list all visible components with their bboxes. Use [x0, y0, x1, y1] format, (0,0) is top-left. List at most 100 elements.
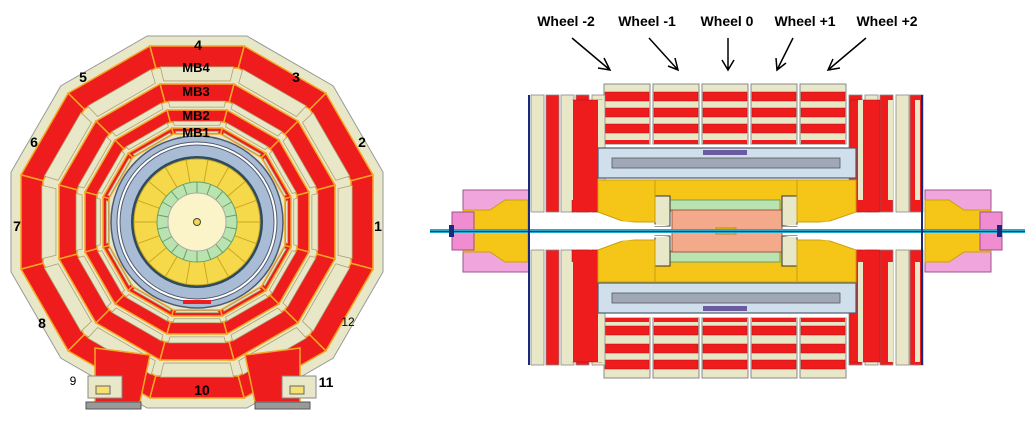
sector-label-4: 4 — [194, 37, 202, 53]
barrel-yoke-layer — [653, 123, 699, 134]
muon-chamber — [311, 192, 319, 252]
muon-chamber — [172, 318, 222, 324]
yoke-segment — [20, 173, 44, 271]
yoke-segment — [269, 247, 311, 306]
muon-chamber — [167, 100, 227, 108]
muon-chamber — [282, 255, 317, 308]
muon-chamber — [285, 200, 289, 244]
sector-label-8: 8 — [38, 315, 46, 331]
muon-chamber — [222, 132, 262, 157]
muon-chamber — [268, 250, 297, 294]
muon-chamber — [293, 197, 299, 247]
yoke-segment — [58, 184, 78, 260]
muon-chamber — [132, 132, 172, 157]
muon-chamber — [238, 68, 307, 117]
muon-chamber — [302, 112, 351, 181]
arrow-wheel-minus2 — [571, 37, 612, 71]
barrel-yoke-layer — [751, 343, 797, 354]
yoke-segment — [84, 191, 98, 253]
sector-label-5: 5 — [79, 69, 87, 85]
arrow-wheel-0 — [721, 38, 735, 72]
yoke-segment — [166, 321, 228, 335]
muon-chamber — [107, 157, 132, 197]
barrel-yoke-layer — [702, 123, 748, 134]
yoke-segment — [308, 262, 375, 353]
hcal-sectors — [134, 159, 260, 285]
muon-chamber — [107, 247, 132, 287]
barrel-yoke-layer — [800, 325, 846, 336]
muon-chamber — [175, 130, 219, 134]
barrel-yoke-layer — [751, 91, 797, 102]
muon-chamber — [175, 310, 219, 314]
barrel-yoke-layer — [604, 343, 650, 354]
sector-label-2: 2 — [358, 134, 366, 150]
barrel-yoke-layer — [751, 359, 797, 370]
muon-chamber — [222, 287, 262, 312]
muon-chamber — [125, 293, 169, 322]
beam-pipe — [430, 225, 1025, 237]
muon-chamber — [43, 112, 92, 181]
muon-chamber — [268, 150, 297, 194]
muon-chamber — [282, 136, 317, 189]
barrel-yoke-layer — [653, 343, 699, 354]
muon-chamber — [111, 307, 164, 342]
muon-chamber — [230, 307, 283, 342]
barrel-yoke-layer — [751, 325, 797, 336]
station-label-mb4: MB4 — [182, 60, 210, 75]
muon-chamber — [75, 192, 83, 252]
wheel-label-plus1: Wheel +1 — [774, 13, 835, 29]
outer-frame — [528, 95, 923, 365]
barrel-yoke-layer — [653, 107, 699, 118]
wheel-label-plus2: Wheel +2 — [856, 13, 917, 29]
barrel-yoke-layer — [702, 107, 748, 118]
sector-label-6: 6 — [30, 134, 38, 150]
muon-chamber — [225, 122, 269, 151]
transverse-view: 4 3 5 2 6 1 7 8 12 9 10 11 MB4 MB3 MB2 M… — [10, 35, 384, 410]
barrel-yoke-layer — [604, 359, 650, 370]
sector-label-12: 12 — [341, 315, 355, 329]
yoke-segment — [283, 253, 337, 325]
barrel-yoke-layer — [653, 91, 699, 102]
muon-chamber — [167, 336, 227, 344]
barrel-yoke-layer — [702, 325, 748, 336]
muon-chamber — [262, 157, 287, 197]
muon-chamber — [77, 136, 112, 189]
station-label-mb3: MB3 — [182, 84, 209, 99]
barrel-yoke-layer — [604, 107, 650, 118]
barrel-yoke-layer — [751, 123, 797, 134]
barrel-yoke-layer — [702, 359, 748, 370]
barrel-yoke-layer — [604, 325, 650, 336]
muon-chamber — [77, 255, 112, 308]
longitudinal-view: Wheel -2 Wheel -1 Wheel 0 Wheel +1 Wheel… — [430, 13, 1025, 379]
muon-chamber — [262, 247, 287, 287]
wheel-label-minus2: Wheel -2 — [537, 13, 595, 29]
station-label-mb2: MB2 — [182, 108, 209, 123]
yoke-segment — [296, 191, 310, 253]
muon-chamber — [111, 102, 164, 137]
wheel-arrows — [571, 37, 867, 72]
barrel-yoke-layer — [800, 359, 846, 370]
sector-label-10: 10 — [194, 382, 210, 398]
muon-chamber — [172, 120, 222, 126]
barrel-yoke-layer — [604, 123, 650, 134]
sector-label-9: 9 — [70, 374, 77, 388]
sector-label-7: 7 — [13, 218, 21, 234]
muon-chamber — [97, 250, 126, 294]
barrel-yoke-layer — [702, 343, 748, 354]
station-label-mb1: MB1 — [182, 125, 209, 140]
barrel-yoke-layer — [653, 359, 699, 370]
barrel-yoke-layer — [800, 91, 846, 102]
arrow-wheel-minus1 — [648, 37, 680, 72]
muon-chamber — [302, 263, 351, 332]
sector-labels: 4 3 5 2 6 1 7 8 12 9 10 11 — [13, 37, 382, 398]
muon-chamber — [230, 102, 283, 137]
muon-chamber — [225, 293, 269, 322]
muon-chamber — [105, 200, 109, 244]
barrel-yoke-layer — [800, 343, 846, 354]
barrel-yoke-layer — [800, 123, 846, 134]
muon-chamber — [95, 197, 101, 247]
yoke-segment — [316, 184, 336, 260]
muon-chamber — [159, 66, 235, 82]
station-labels: MB4 MB3 MB2 MB1 — [182, 60, 210, 140]
